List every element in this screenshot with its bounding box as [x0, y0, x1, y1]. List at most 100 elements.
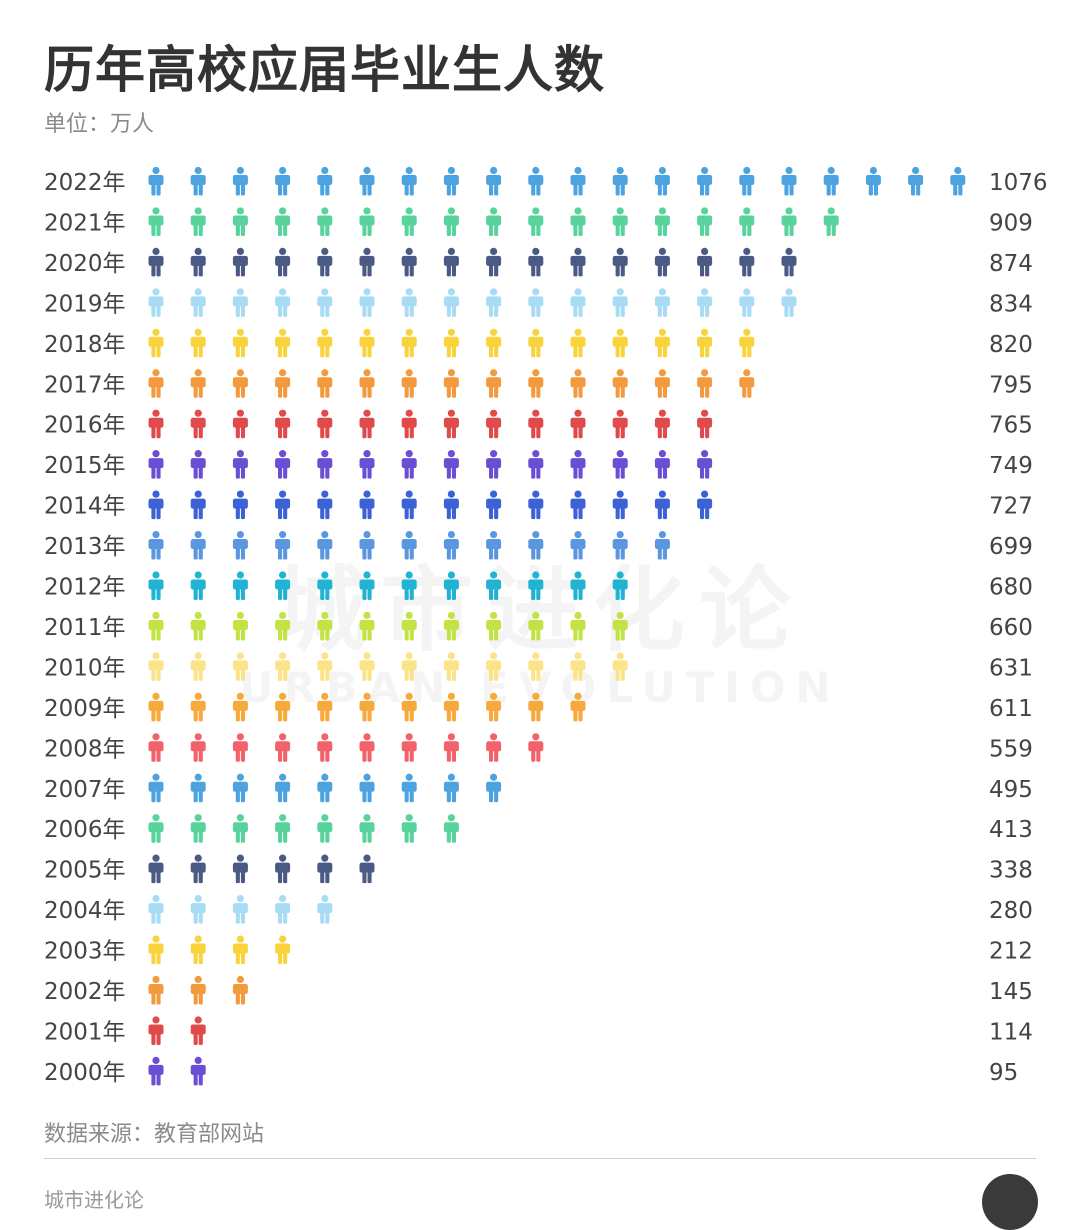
- person-icon: [739, 166, 755, 196]
- value-label: 699: [989, 534, 1033, 560]
- person-icon: [443, 733, 459, 762]
- person-icon: [148, 530, 164, 560]
- value-label: 413: [989, 817, 1033, 843]
- source-note: 数据来源：教育部网站: [44, 1122, 265, 1147]
- person-icon: [359, 328, 375, 358]
- person-icon: [486, 369, 502, 398]
- person-icon: [486, 207, 502, 236]
- person-icon: [486, 247, 502, 277]
- person-icon: [317, 369, 333, 398]
- person-icon: [739, 288, 755, 317]
- year-label: 2011年: [44, 615, 126, 641]
- person-icon: [275, 814, 291, 843]
- person-icon: [401, 450, 417, 479]
- person-icon: [148, 895, 164, 924]
- year-label: 2008年: [44, 736, 126, 762]
- value-label: 95: [989, 1060, 1018, 1086]
- person-icon: [401, 733, 417, 762]
- value-label: 874: [989, 251, 1033, 277]
- person-icon: [443, 490, 459, 520]
- person-icon: [570, 450, 586, 479]
- person-icon: [570, 247, 586, 277]
- person-icon: [232, 733, 248, 762]
- value-label: 834: [989, 291, 1033, 317]
- person-icon: [190, 895, 206, 924]
- person-icon: [823, 166, 839, 196]
- person-icon: [401, 773, 417, 803]
- chart-row: 2003年 212: [44, 935, 1033, 965]
- person-icon: [275, 207, 291, 236]
- value-label: 749: [989, 453, 1033, 479]
- person-icon: [317, 207, 333, 236]
- person-icon: [570, 166, 586, 196]
- person-icon: [486, 733, 502, 762]
- person-icon: [401, 369, 417, 398]
- person-icon: [275, 450, 291, 479]
- person-icon: [401, 814, 417, 843]
- person-icon: [190, 571, 206, 600]
- person-icon: [697, 450, 713, 479]
- person-icon: [190, 490, 206, 520]
- person-icon: [823, 207, 839, 236]
- year-label: 2015年: [44, 453, 126, 479]
- person-icon: [190, 854, 206, 884]
- chart-row: 2011年 660: [44, 611, 1033, 641]
- chart-row: 2000年 95: [44, 1056, 1018, 1086]
- year-label: 2021年: [44, 210, 126, 236]
- person-icon: [443, 530, 459, 560]
- year-label: 2002年: [44, 979, 126, 1005]
- person-icon: [359, 773, 375, 803]
- person-icon: [148, 490, 164, 520]
- person-icon: [612, 166, 628, 196]
- chart-title: 历年高校应届毕业生人数: [44, 41, 605, 99]
- chart-rows: 2022年 1076 2021年 909 2020年 874 2019年 834 2018年 82…: [44, 166, 1048, 1086]
- person-icon: [232, 975, 248, 1005]
- person-icon: [528, 207, 544, 236]
- chart-row: 2007年 495: [44, 773, 1033, 803]
- chart-row: 2012年 680: [44, 571, 1033, 601]
- person-icon: [401, 409, 417, 439]
- person-icon: [654, 530, 670, 560]
- year-label: 2005年: [44, 858, 126, 884]
- chart-row: 2018年 820: [44, 328, 1033, 358]
- unit-label: 单位：万人: [44, 112, 155, 137]
- person-icon: [654, 450, 670, 479]
- year-label: 2018年: [44, 332, 126, 358]
- footer-brand: 城市进化论: [44, 1188, 144, 1212]
- person-icon: [401, 288, 417, 317]
- year-label: 2000年: [44, 1060, 126, 1086]
- value-label: 680: [989, 575, 1033, 601]
- year-label: 2014年: [44, 494, 126, 520]
- person-icon: [528, 369, 544, 398]
- person-icon: [486, 530, 502, 560]
- person-icon: [232, 935, 248, 965]
- person-icon: [612, 288, 628, 317]
- person-icon: [148, 207, 164, 236]
- person-icon: [232, 854, 248, 884]
- person-icon: [908, 166, 924, 196]
- person-icon: [359, 369, 375, 398]
- person-icon: [317, 166, 333, 196]
- person-icon: [148, 854, 164, 884]
- person-icon: [190, 288, 206, 317]
- person-icon: [612, 530, 628, 560]
- person-icon: [486, 490, 502, 520]
- person-icon: [359, 409, 375, 439]
- person-icon: [359, 207, 375, 236]
- person-icon: [570, 369, 586, 398]
- person-icon: [275, 733, 291, 762]
- year-label: 2003年: [44, 939, 126, 965]
- value-label: 820: [989, 332, 1033, 358]
- person-icon: [148, 288, 164, 317]
- person-icon: [443, 409, 459, 439]
- person-icon: [317, 814, 333, 843]
- person-icon: [190, 369, 206, 398]
- person-icon: [654, 409, 670, 439]
- person-icon: [570, 490, 586, 520]
- chart-row: 2009年 611: [44, 692, 1033, 722]
- person-icon: [570, 288, 586, 317]
- person-icon: [148, 935, 164, 965]
- person-icon: [190, 1056, 206, 1086]
- person-icon: [443, 814, 459, 843]
- person-icon: [486, 166, 502, 196]
